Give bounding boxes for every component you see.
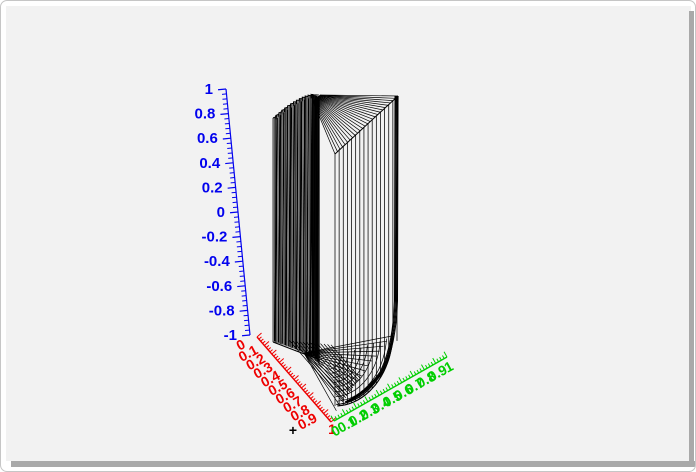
wireframe-surface (272, 93, 399, 411)
z-axis-label: -0.8 (209, 302, 235, 319)
z-axis-label: 0.8 (195, 106, 216, 123)
x-axis-label: 1 (328, 421, 336, 437)
z-axis-label: 1 (205, 81, 213, 98)
z-axis-label: -1 (224, 327, 237, 344)
z-axis-label: 0 (217, 204, 225, 221)
plot-canvas[interactable] (6, 6, 691, 461)
z-axis-label: -0.4 (204, 253, 231, 270)
canvas-shadow-bottom (11, 461, 695, 467)
z-axis-label: 0.4 (199, 155, 221, 172)
z-axis: 1 0.8 0.6 0.4 0.2 0 -0.2 -0.4 -0.6 -0.8 -1 (195, 81, 251, 344)
z-axis-label: 0.2 (202, 179, 223, 196)
canvas-shadow-right (689, 11, 694, 467)
z-axis-label: -0.2 (202, 229, 228, 246)
z-axis-label: -0.6 (206, 278, 232, 295)
x-axis: 00.10.20.30.40.50.60.70.80.9 1 (233, 332, 336, 437)
cursor-crosshair[interactable]: + (289, 422, 297, 438)
z-axis-label: 0.6 (197, 130, 218, 147)
cursor-glyph: + (289, 422, 297, 438)
